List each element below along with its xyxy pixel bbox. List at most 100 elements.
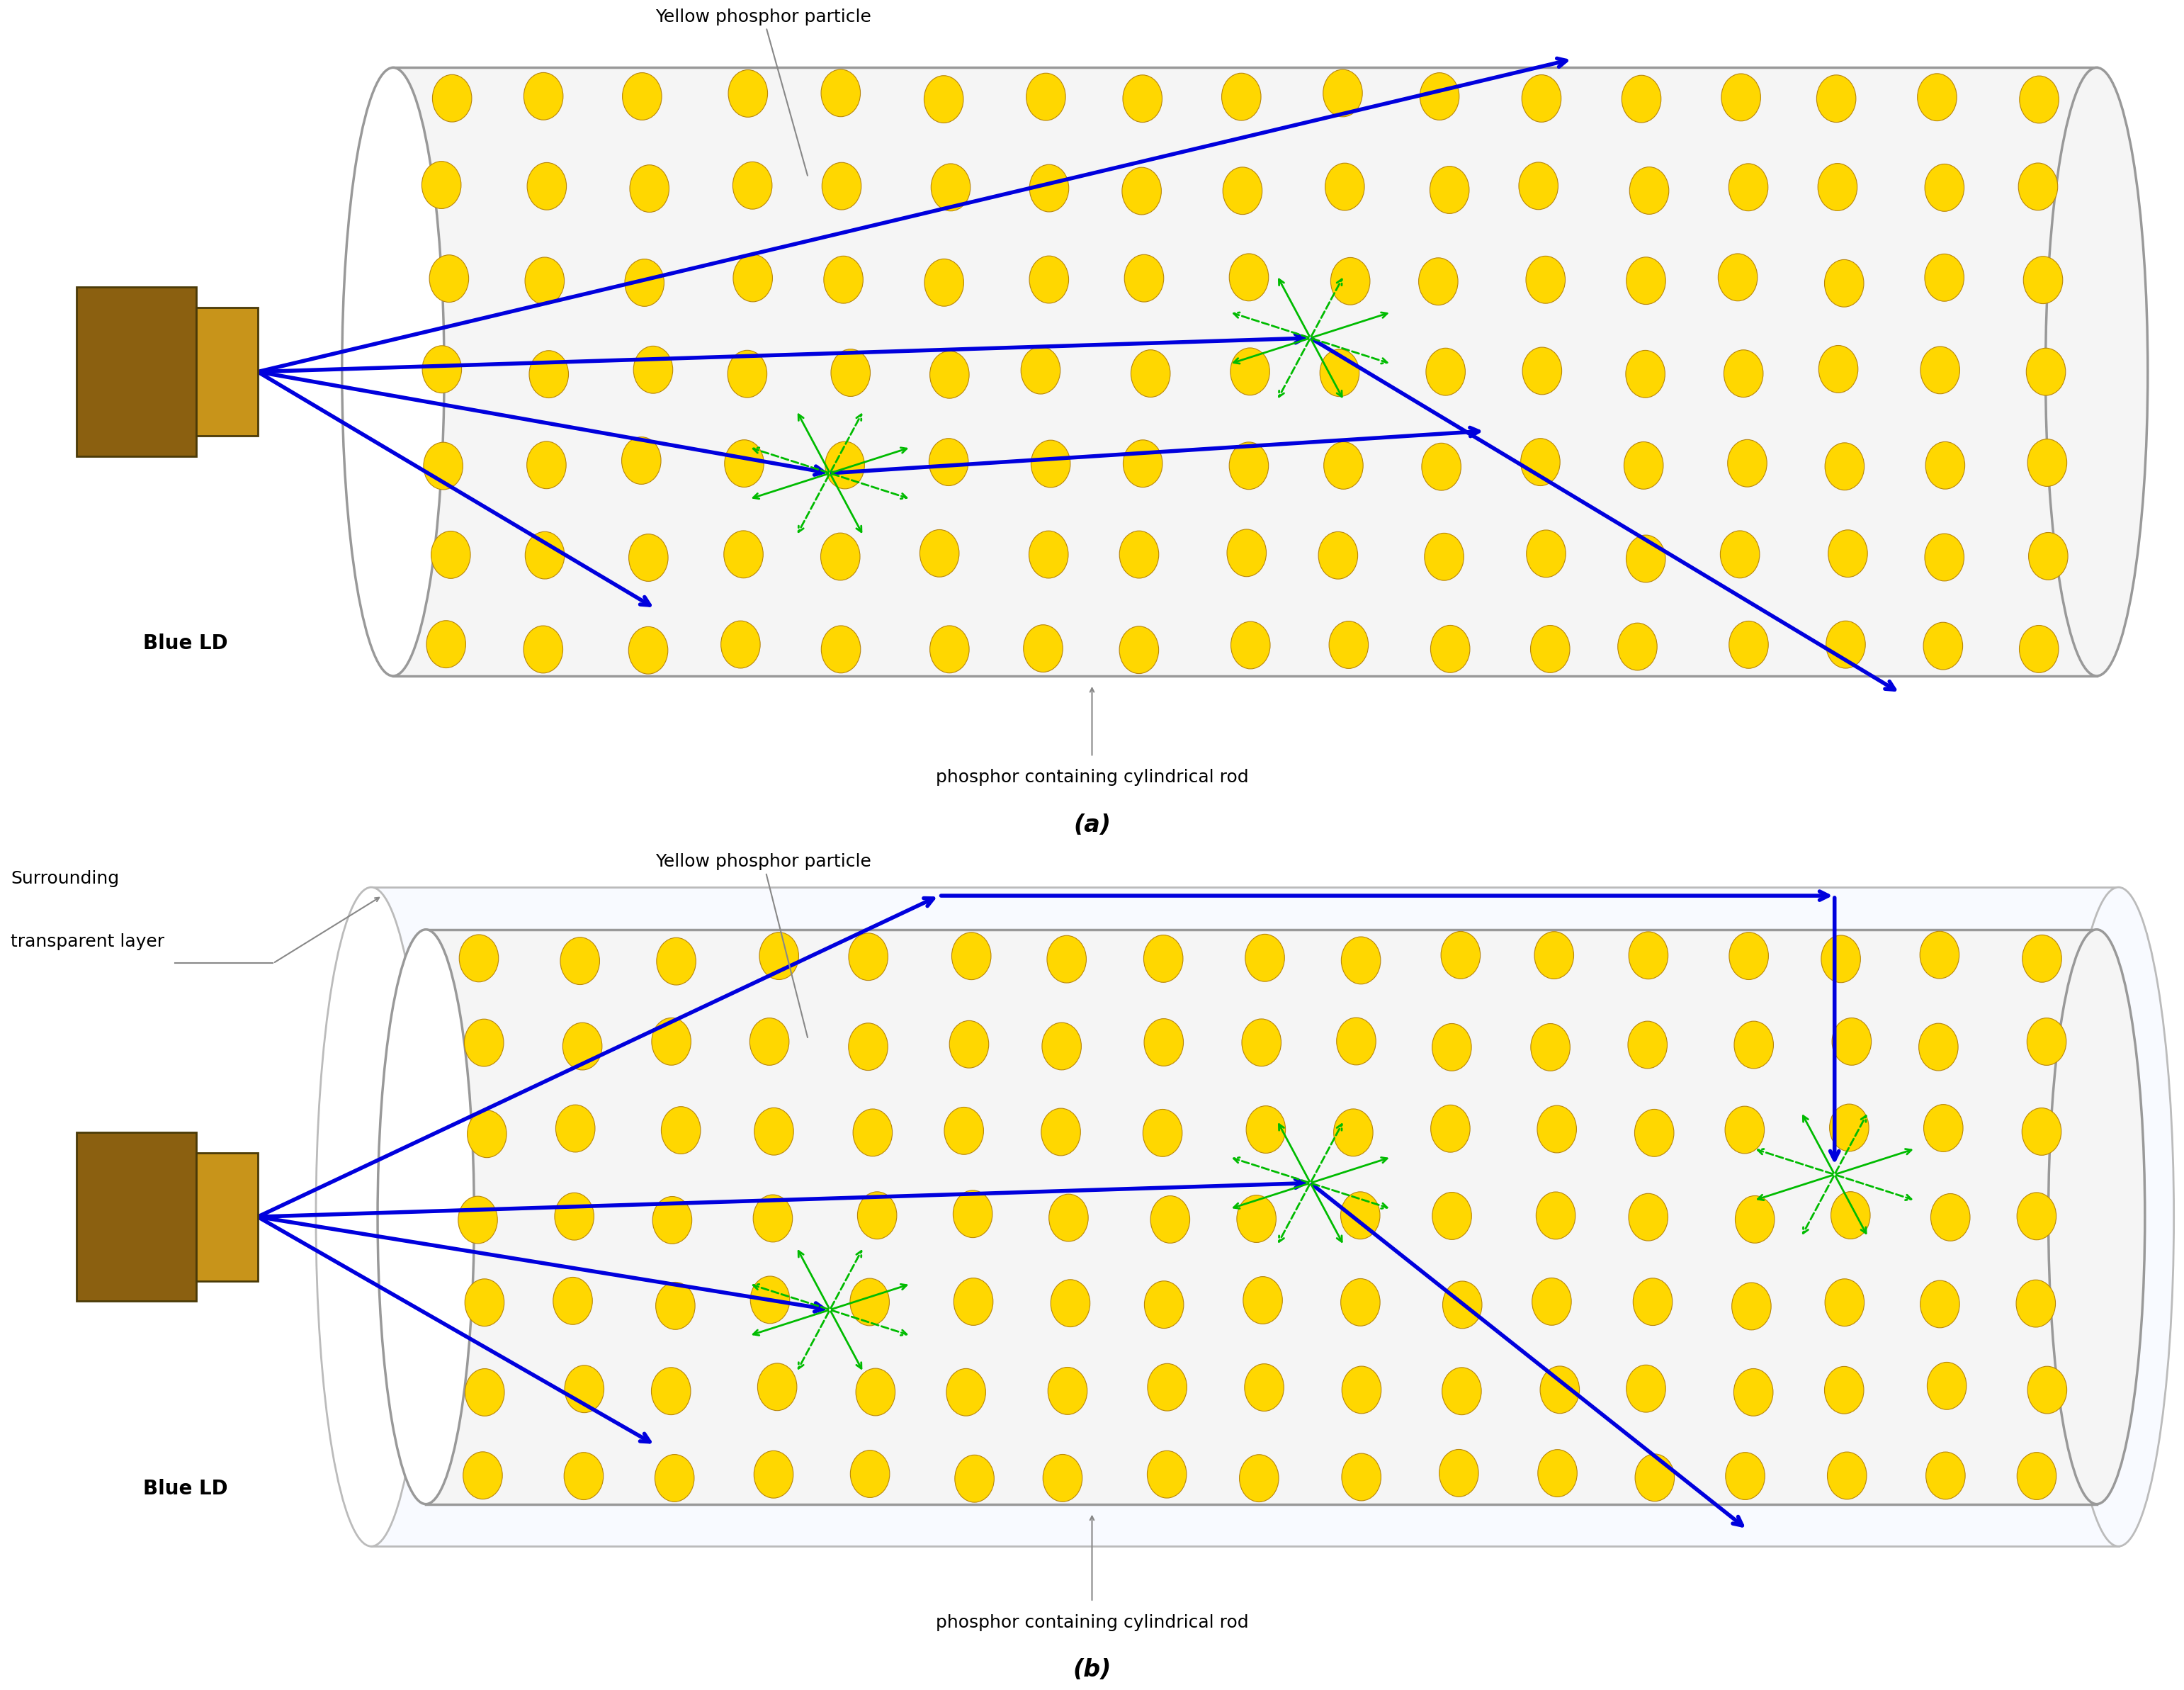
Ellipse shape — [1920, 931, 1959, 979]
Ellipse shape — [1931, 1193, 1970, 1240]
Ellipse shape — [1522, 74, 1562, 122]
Text: Surrounding: Surrounding — [11, 870, 120, 887]
Ellipse shape — [1832, 1017, 1872, 1065]
Ellipse shape — [727, 69, 767, 117]
Ellipse shape — [760, 933, 799, 980]
Ellipse shape — [1531, 1278, 1570, 1325]
Ellipse shape — [633, 346, 673, 394]
Ellipse shape — [2020, 625, 2060, 673]
Ellipse shape — [950, 1021, 989, 1068]
Ellipse shape — [1830, 1104, 1870, 1151]
Ellipse shape — [1230, 254, 1269, 301]
Ellipse shape — [629, 166, 668, 213]
Ellipse shape — [467, 1110, 507, 1158]
Ellipse shape — [1538, 1105, 1577, 1153]
Ellipse shape — [1926, 1452, 1966, 1499]
Ellipse shape — [1920, 346, 1959, 394]
Ellipse shape — [2027, 439, 2066, 487]
Ellipse shape — [1725, 1107, 1765, 1154]
Ellipse shape — [553, 1278, 592, 1325]
Ellipse shape — [1824, 1367, 1863, 1415]
Ellipse shape — [317, 887, 426, 1546]
Ellipse shape — [1926, 1362, 1966, 1409]
Ellipse shape — [1732, 1283, 1771, 1330]
Ellipse shape — [954, 1455, 994, 1502]
Ellipse shape — [555, 1193, 594, 1240]
Ellipse shape — [1230, 443, 1269, 490]
Ellipse shape — [1518, 162, 1557, 210]
Ellipse shape — [378, 930, 474, 1504]
Bar — [371, 887, 2118, 1546]
Ellipse shape — [2046, 68, 2147, 676]
Ellipse shape — [2022, 935, 2062, 982]
Text: phosphor containing cylindrical rod: phosphor containing cylindrical rod — [935, 1614, 1249, 1631]
Ellipse shape — [1522, 346, 1562, 394]
Ellipse shape — [651, 1367, 690, 1415]
Ellipse shape — [1341, 1366, 1380, 1413]
Ellipse shape — [1721, 74, 1760, 122]
Ellipse shape — [1821, 935, 1861, 982]
Ellipse shape — [946, 1369, 985, 1416]
Ellipse shape — [1826, 620, 1865, 668]
Ellipse shape — [2029, 532, 2068, 580]
Ellipse shape — [1441, 1367, 1481, 1415]
Ellipse shape — [1828, 531, 1867, 578]
Ellipse shape — [1123, 167, 1162, 215]
Ellipse shape — [1627, 257, 1666, 304]
Ellipse shape — [422, 161, 461, 208]
Ellipse shape — [1042, 1022, 1081, 1070]
Ellipse shape — [1227, 529, 1267, 576]
Ellipse shape — [1535, 931, 1575, 979]
Ellipse shape — [1926, 441, 1966, 488]
Ellipse shape — [2027, 1017, 2066, 1065]
Ellipse shape — [1625, 441, 1664, 488]
Ellipse shape — [1319, 532, 1358, 580]
Ellipse shape — [753, 1195, 793, 1242]
Ellipse shape — [1048, 1367, 1088, 1415]
Ellipse shape — [1326, 164, 1365, 211]
Ellipse shape — [850, 1278, 889, 1325]
Ellipse shape — [622, 438, 662, 485]
Ellipse shape — [1629, 931, 1669, 979]
Ellipse shape — [1531, 1024, 1570, 1071]
Ellipse shape — [655, 1283, 695, 1330]
Ellipse shape — [854, 1109, 893, 1156]
Ellipse shape — [751, 1276, 791, 1323]
Ellipse shape — [1817, 164, 1856, 211]
Ellipse shape — [1918, 74, 1957, 122]
Ellipse shape — [1144, 935, 1184, 982]
Ellipse shape — [1424, 532, 1463, 580]
Ellipse shape — [2022, 257, 2062, 304]
Ellipse shape — [850, 1022, 889, 1070]
Ellipse shape — [1426, 348, 1465, 395]
Ellipse shape — [734, 255, 773, 303]
Ellipse shape — [821, 69, 860, 117]
Ellipse shape — [830, 350, 869, 397]
Ellipse shape — [629, 627, 668, 674]
Ellipse shape — [1618, 624, 1658, 671]
Ellipse shape — [1730, 164, 1769, 211]
Ellipse shape — [1230, 348, 1269, 395]
Ellipse shape — [2018, 162, 2057, 210]
Ellipse shape — [657, 938, 697, 985]
Ellipse shape — [1029, 164, 1068, 211]
Ellipse shape — [1734, 1021, 1773, 1068]
Ellipse shape — [749, 1017, 788, 1065]
Ellipse shape — [1721, 531, 1760, 578]
Ellipse shape — [1629, 167, 1669, 215]
Ellipse shape — [555, 1105, 594, 1153]
Ellipse shape — [1341, 1279, 1380, 1327]
Text: Blue LD: Blue LD — [144, 1479, 227, 1499]
Ellipse shape — [1020, 346, 1059, 394]
Ellipse shape — [1538, 1450, 1577, 1497]
Ellipse shape — [563, 1452, 603, 1499]
Ellipse shape — [1147, 1364, 1186, 1411]
Ellipse shape — [1142, 1109, 1182, 1156]
Ellipse shape — [1535, 1191, 1575, 1239]
Ellipse shape — [850, 1450, 889, 1497]
Ellipse shape — [422, 346, 461, 394]
Ellipse shape — [1147, 1450, 1186, 1497]
Ellipse shape — [952, 933, 992, 980]
Ellipse shape — [1243, 1019, 1282, 1066]
Ellipse shape — [930, 164, 970, 211]
